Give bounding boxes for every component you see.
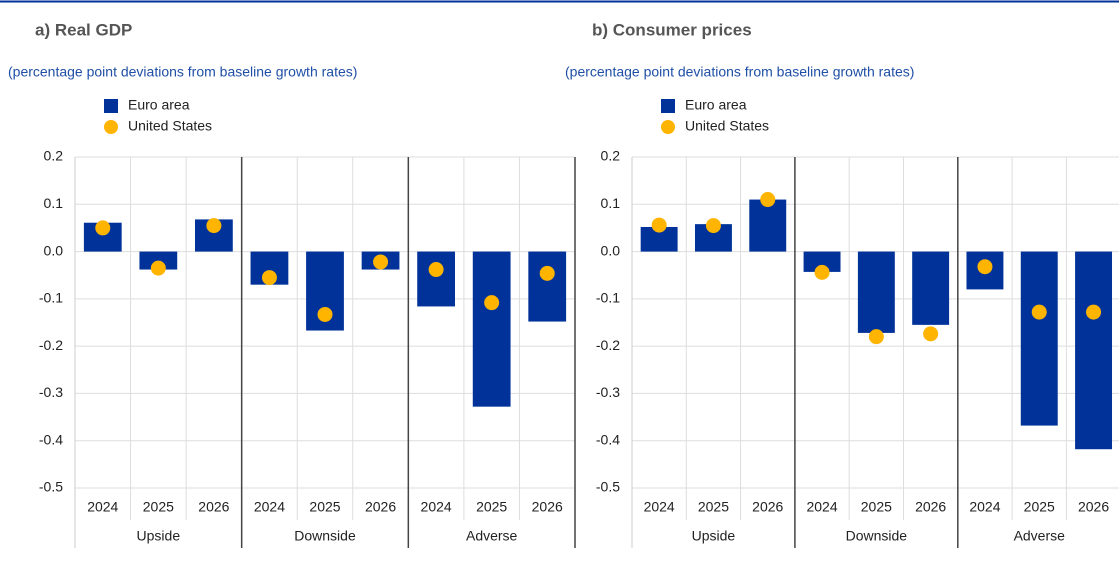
bar — [749, 199, 787, 252]
chart-subtitle: (percentage point deviations from baseli… — [8, 64, 357, 80]
bar — [472, 251, 511, 407]
group-label: Adverse — [1014, 528, 1066, 544]
dot — [484, 295, 500, 311]
x-tick-label: 2025 — [698, 499, 729, 515]
chart-title: b) Consumer prices — [592, 20, 752, 39]
x-tick-label: 2024 — [421, 499, 452, 515]
y-tick-label: -0.2 — [596, 337, 620, 353]
y-tick-label: -0.3 — [596, 384, 620, 400]
bar — [528, 251, 567, 322]
dot — [428, 262, 444, 278]
y-tick-label: 0.0 — [601, 242, 621, 258]
y-tick-label: -0.5 — [39, 479, 63, 495]
x-tick-label: 2026 — [365, 499, 396, 515]
y-tick-label: -0.4 — [39, 431, 63, 447]
y-tick-label: 0.2 — [601, 148, 621, 164]
x-tick-label: 2026 — [1078, 499, 1109, 515]
dot — [95, 220, 111, 236]
dot — [868, 329, 884, 345]
dot — [760, 192, 776, 208]
bar — [912, 251, 950, 325]
chart-title: a) Real GDP — [35, 20, 132, 39]
x-tick-label: 2024 — [87, 499, 118, 515]
x-tick-label: 2025 — [143, 499, 174, 515]
bar — [803, 251, 841, 272]
x-tick-label: 2024 — [806, 499, 837, 515]
x-tick-label: 2024 — [254, 499, 285, 515]
x-tick-label: 2026 — [198, 499, 229, 515]
dot — [651, 217, 667, 233]
legend-swatch — [104, 120, 118, 134]
group-label: Upside — [692, 528, 736, 544]
dot — [206, 218, 222, 234]
dot — [923, 326, 939, 342]
x-tick-label: 2026 — [915, 499, 946, 515]
dot — [1031, 304, 1047, 320]
group-label: Downside — [846, 528, 908, 544]
group-label: Downside — [294, 528, 356, 544]
chart-subtitle: (percentage point deviations from baseli… — [565, 64, 914, 80]
x-tick-label: 2024 — [644, 499, 675, 515]
y-tick-label: 0.2 — [44, 148, 64, 164]
x-tick-label: 2025 — [861, 499, 892, 515]
x-tick-label: 2026 — [532, 499, 563, 515]
dot — [373, 254, 389, 270]
dot — [539, 265, 555, 281]
dot — [977, 259, 993, 275]
y-tick-label: -0.3 — [39, 384, 63, 400]
x-tick-label: 2025 — [476, 499, 507, 515]
bar — [1020, 251, 1058, 426]
x-tick-label: 2024 — [969, 499, 1000, 515]
dot — [705, 218, 721, 234]
legend-swatch — [104, 99, 118, 113]
group-label: Adverse — [466, 528, 518, 544]
y-tick-label: -0.5 — [596, 479, 620, 495]
bar — [1075, 251, 1113, 450]
x-tick-label: 2025 — [309, 499, 340, 515]
bar — [139, 251, 178, 270]
dot — [814, 264, 830, 280]
legend-swatch — [661, 99, 675, 113]
dot — [1086, 304, 1102, 320]
x-tick-label: 2026 — [752, 499, 783, 515]
y-tick-label: 0.1 — [601, 195, 621, 211]
bar — [857, 251, 895, 333]
y-tick-label: -0.1 — [39, 290, 63, 306]
legend-label: Euro area — [685, 97, 747, 113]
group-label: Upside — [137, 528, 181, 544]
y-tick-label: -0.2 — [39, 337, 63, 353]
dot — [150, 260, 166, 276]
legend-label: United States — [128, 118, 212, 134]
y-tick-label: 0.0 — [44, 242, 64, 258]
bar — [417, 251, 455, 307]
dot — [317, 306, 333, 322]
dot — [261, 270, 277, 286]
y-tick-label: -0.1 — [596, 290, 620, 306]
legend-label: United States — [685, 118, 769, 134]
y-tick-label: 0.1 — [44, 195, 64, 211]
x-tick-label: 2025 — [1024, 499, 1055, 515]
legend-label: Euro area — [128, 97, 190, 113]
legend-swatch — [661, 120, 675, 134]
y-tick-label: -0.4 — [596, 431, 620, 447]
